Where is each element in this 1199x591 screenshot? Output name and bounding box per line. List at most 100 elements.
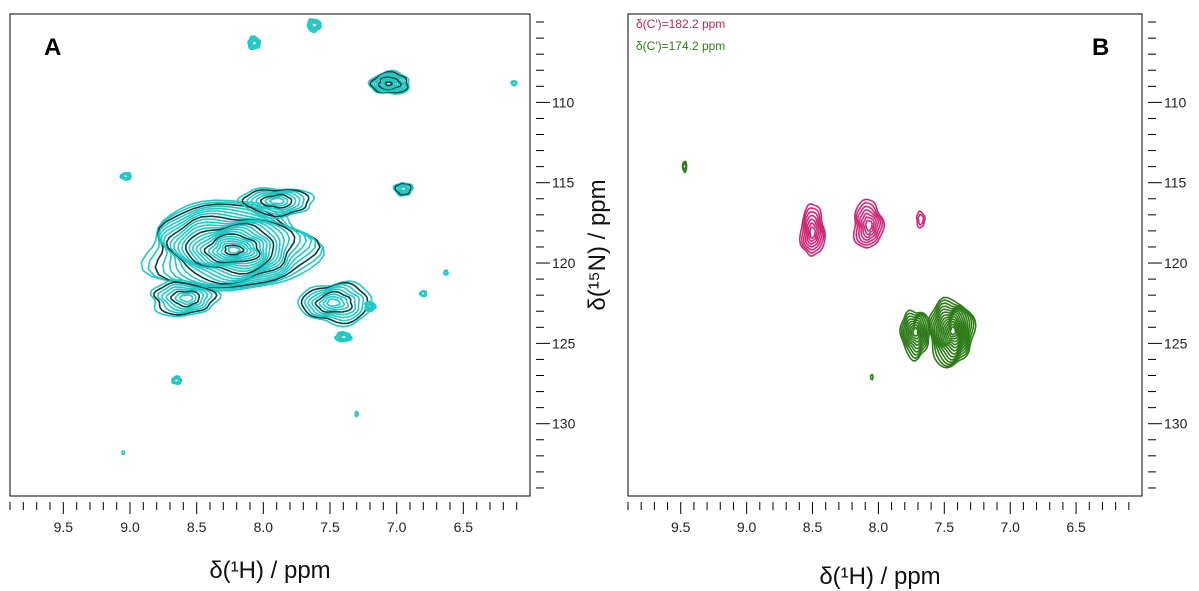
panel-b-peak-contour xyxy=(903,315,926,353)
panel-b-peak-contour xyxy=(682,161,687,171)
x-tick-label: 7.5 xyxy=(320,519,340,535)
panel-a-peak-contour xyxy=(264,195,289,207)
panel-b-peak-contour xyxy=(807,222,818,243)
panel-a-peak-contour xyxy=(511,80,517,86)
panel-a-peak-contour xyxy=(364,300,377,313)
panel-b-peak-contour xyxy=(804,214,822,248)
panel-a-peak-contour xyxy=(340,334,348,340)
panel-a-peak-contour xyxy=(170,290,201,308)
panel-a-peak-contour xyxy=(367,303,374,309)
x-tick-label: 6.5 xyxy=(1066,519,1086,535)
panel-a-peak-contour xyxy=(379,77,400,90)
panel-b-peak-contour xyxy=(800,207,825,254)
panel-b-frame xyxy=(627,13,1143,497)
y-tick-label: 125 xyxy=(552,335,576,351)
panel-b-peak-contour xyxy=(899,309,932,362)
panel-a-peak-contour xyxy=(367,69,410,95)
x-tick-label: 6.5 xyxy=(454,519,474,535)
panel-a-peak-contour xyxy=(314,290,353,313)
panel-b-peak-contour xyxy=(908,321,922,343)
panel-a-peak-contour xyxy=(510,79,518,87)
panel-a-peak-contour xyxy=(399,186,407,192)
panel-a-peak-contour xyxy=(184,222,275,275)
panel-b-peak-contour xyxy=(947,323,958,338)
panel-a-peak-contour xyxy=(247,35,262,50)
panel-a-peak-contour xyxy=(311,22,318,29)
panel-a-x-axis-title: δ(¹H) / ppm xyxy=(209,557,330,584)
panel-a-peak-contour xyxy=(211,237,256,261)
x-tick-label: 7.0 xyxy=(1000,519,1020,535)
x-tick-label: 8.0 xyxy=(869,519,889,535)
panel-a-peak-contour xyxy=(207,235,259,263)
panel-b-peak-contour xyxy=(931,305,971,364)
panel-b-peak-contour xyxy=(933,307,969,361)
panel-b-peak-contour xyxy=(907,319,923,347)
panel-a-peak-contour xyxy=(220,242,249,258)
panel-a-axes: 9.5 9.0 8.5 8.0 7.5 7.0 6.5 110 115 120 125 130 xyxy=(9,21,576,535)
x-tick-label: 8.5 xyxy=(803,519,823,535)
panel-b-peak-contour xyxy=(937,309,966,355)
panel-a-peak-contour xyxy=(191,226,268,270)
panel-a-peak-contour xyxy=(246,190,305,216)
panel-b-peak-contour xyxy=(900,312,930,360)
panel-a-peak-contour xyxy=(216,240,253,259)
panel-b-peak-contour xyxy=(910,324,921,340)
panel-a-peak-contour xyxy=(369,70,409,94)
panel-a-peak-contour xyxy=(149,279,222,318)
panel-b-x-axis-title: δ(¹H) / ppm xyxy=(819,563,940,590)
panel-a: 9.5 9.0 8.5 8.0 7.5 7.0 6.5 110 115 120 125 130 A δ… xyxy=(9,13,611,584)
panel-a-label: A xyxy=(44,34,61,61)
panel-a-y-axis-title: δ(¹⁵N) / ppm xyxy=(584,179,611,310)
panel-a-peak-contour xyxy=(251,40,258,47)
panel-a-peak-contour xyxy=(309,20,319,31)
panel-b-peak-contour xyxy=(915,210,926,229)
panel-a-peak-contour xyxy=(334,331,353,343)
y-tick-label: 130 xyxy=(552,416,576,432)
panel-a-peak-contour xyxy=(383,80,396,88)
panel-a-peak-contour xyxy=(195,228,265,267)
panel-a-peak-contour xyxy=(179,293,194,303)
x-tick-label: 9.5 xyxy=(671,519,691,535)
panel-a-peak-contour xyxy=(397,185,409,193)
panel-b-peak-contour xyxy=(905,317,925,350)
panel-a-peak-contour xyxy=(250,38,259,48)
panel-a-peak-contour xyxy=(375,75,404,92)
panel-a-peak-contour xyxy=(420,290,427,296)
panel-a-peak-contour xyxy=(120,172,131,180)
panel-b-peak-contour xyxy=(942,315,962,346)
panel-b-axes: 9.5 9.0 8.5 8.0 7.5 7.0 6.5 110 115 120 125 130 xyxy=(627,21,1188,535)
panel-a-peak-contour xyxy=(154,203,321,289)
panel-a-peak-contour xyxy=(268,197,285,205)
panel-b-label: B xyxy=(1092,34,1109,61)
x-tick-label: 7.0 xyxy=(387,519,407,535)
panel-b-peak-contour xyxy=(858,209,880,241)
panel-a-peak-contour xyxy=(326,298,341,307)
panel-a-peak-contour xyxy=(443,270,449,275)
panel-a-peak-contour xyxy=(119,171,132,181)
panel-b-peak-contour xyxy=(862,216,875,236)
legend-entry-c182: δ(C′)=182.2 ppm xyxy=(636,17,725,31)
x-tick-label: 9.0 xyxy=(737,519,757,535)
panel-b-peak-contour xyxy=(806,218,820,245)
panel-a-peak-contour xyxy=(381,79,398,89)
panel-b-peak-contour xyxy=(809,226,817,240)
legend-entry-c174: δ(C′)=174.2 ppm xyxy=(636,39,725,53)
panel-b: 9.5 9.0 8.5 8.0 7.5 7.0 6.5 110 115 120 125 130 δ(C… xyxy=(627,13,1188,590)
panel-a-peak-contour xyxy=(171,375,183,385)
panel-a-peak-contour xyxy=(203,233,261,264)
x-tick-label: 7.5 xyxy=(935,519,955,535)
panel-a-frame xyxy=(9,13,531,497)
panel-a-peak-contour xyxy=(165,288,205,310)
panel-a-peak-contour xyxy=(373,73,406,92)
panel-a-peak-contour xyxy=(306,17,322,34)
panel-a-peak-contour xyxy=(241,189,310,218)
panel-a-peak-contour xyxy=(318,293,350,312)
panel-a-peak-contour xyxy=(366,302,375,310)
panel-a-peak-contour xyxy=(174,292,197,306)
panel-a-peak-contour xyxy=(300,281,369,325)
panel-a-peak-contour xyxy=(310,288,357,316)
panel-b-peak-contour xyxy=(902,314,928,356)
panel-a-peak-contour xyxy=(250,191,301,214)
y-tick-label: 125 xyxy=(1164,335,1188,351)
